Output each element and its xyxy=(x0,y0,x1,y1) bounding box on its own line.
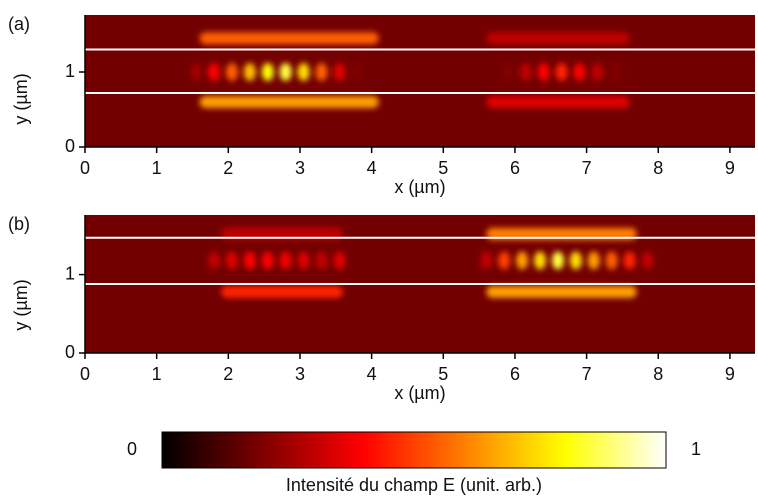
intensity-spot xyxy=(605,251,618,270)
intensity-spot xyxy=(641,251,654,270)
intensity-spot xyxy=(587,251,600,270)
x-tick-label: 1 xyxy=(152,158,162,178)
intensity-band xyxy=(486,32,630,45)
x-tick-label: 9 xyxy=(725,364,735,384)
intensity-spot xyxy=(498,251,511,270)
colorbar-tick-label: 0 xyxy=(127,439,137,459)
x-tick-label: 8 xyxy=(653,158,663,178)
y-tick-label: 0 xyxy=(65,342,75,362)
y-tick-label: 1 xyxy=(65,263,75,283)
x-tick-label: 4 xyxy=(367,158,377,178)
intensity-spot xyxy=(519,63,532,81)
x-tick-label: 9 xyxy=(725,158,735,178)
intensity-spot xyxy=(225,251,238,270)
intensity-spot xyxy=(569,251,582,270)
intensity-spot xyxy=(591,63,604,81)
x-tick-label: 3 xyxy=(295,158,305,178)
intensity-band xyxy=(221,285,343,298)
intensity-spot xyxy=(551,251,564,270)
x-tick-label: 0 xyxy=(80,364,90,384)
y-axis-label: y (µm) xyxy=(11,279,31,330)
intensity-spot xyxy=(534,251,547,270)
intensity-spot xyxy=(609,63,622,81)
x-tick-label: 8 xyxy=(653,364,663,384)
x-tick-label: 5 xyxy=(438,364,448,384)
panel-label: (a) xyxy=(8,14,30,34)
heatmap-features xyxy=(207,227,654,298)
intensity-band xyxy=(199,32,379,45)
x-tick-label: 7 xyxy=(582,158,592,178)
y-axis-label: y (µm) xyxy=(11,73,31,124)
intensity-spot xyxy=(261,251,274,270)
y-tick-label: 1 xyxy=(65,61,75,81)
x-tick-label: 2 xyxy=(223,158,233,178)
intensity-spot xyxy=(333,251,346,270)
intensity-spot xyxy=(297,251,310,270)
intensity-spot xyxy=(279,251,292,270)
x-tick-label: 6 xyxy=(510,364,520,384)
panel-label: (b) xyxy=(8,214,30,234)
intensity-spot xyxy=(501,63,514,81)
intensity-spot xyxy=(225,63,238,81)
x-tick-label: 3 xyxy=(295,364,305,384)
intensity-spot xyxy=(573,63,586,81)
colorbar-label: Intensité du champ E (unit. arb.) xyxy=(286,475,542,495)
intensity-spot xyxy=(315,251,328,270)
intensity-spot xyxy=(243,251,256,270)
intensity-spot xyxy=(537,63,550,81)
intensity-spot xyxy=(261,63,274,81)
intensity-band xyxy=(486,96,630,108)
heatmap-features xyxy=(190,32,630,108)
intensity-spot xyxy=(623,251,636,270)
x-tick-label: 0 xyxy=(80,158,90,178)
intensity-spot xyxy=(243,63,256,81)
intensity-spot xyxy=(297,63,310,81)
y-tick-label: 0 xyxy=(65,136,75,156)
x-tick-label: 5 xyxy=(438,158,448,178)
x-tick-label: 1 xyxy=(152,364,162,384)
intensity-spot xyxy=(480,251,493,270)
x-tick-label: 6 xyxy=(510,158,520,178)
colorbar-tick-label: 1 xyxy=(691,439,701,459)
x-axis-label: x (µm) xyxy=(394,383,445,403)
intensity-spot xyxy=(207,251,220,270)
x-tick-label: 7 xyxy=(582,364,592,384)
intensity-spot xyxy=(351,63,364,81)
x-axis-label: x (µm) xyxy=(394,177,445,197)
x-tick-label: 2 xyxy=(223,364,233,384)
x-tick-label: 4 xyxy=(367,364,377,384)
intensity-spot xyxy=(207,63,220,81)
heatmap-background xyxy=(85,15,755,147)
intensity-spot xyxy=(555,63,568,81)
intensity-spot xyxy=(279,63,292,81)
intensity-spot xyxy=(315,63,328,81)
intensity-spot xyxy=(333,63,346,81)
intensity-band xyxy=(486,285,637,298)
intensity-band xyxy=(199,96,379,108)
colorbar xyxy=(161,431,667,469)
intensity-spot xyxy=(516,251,529,270)
intensity-spot xyxy=(190,63,203,81)
